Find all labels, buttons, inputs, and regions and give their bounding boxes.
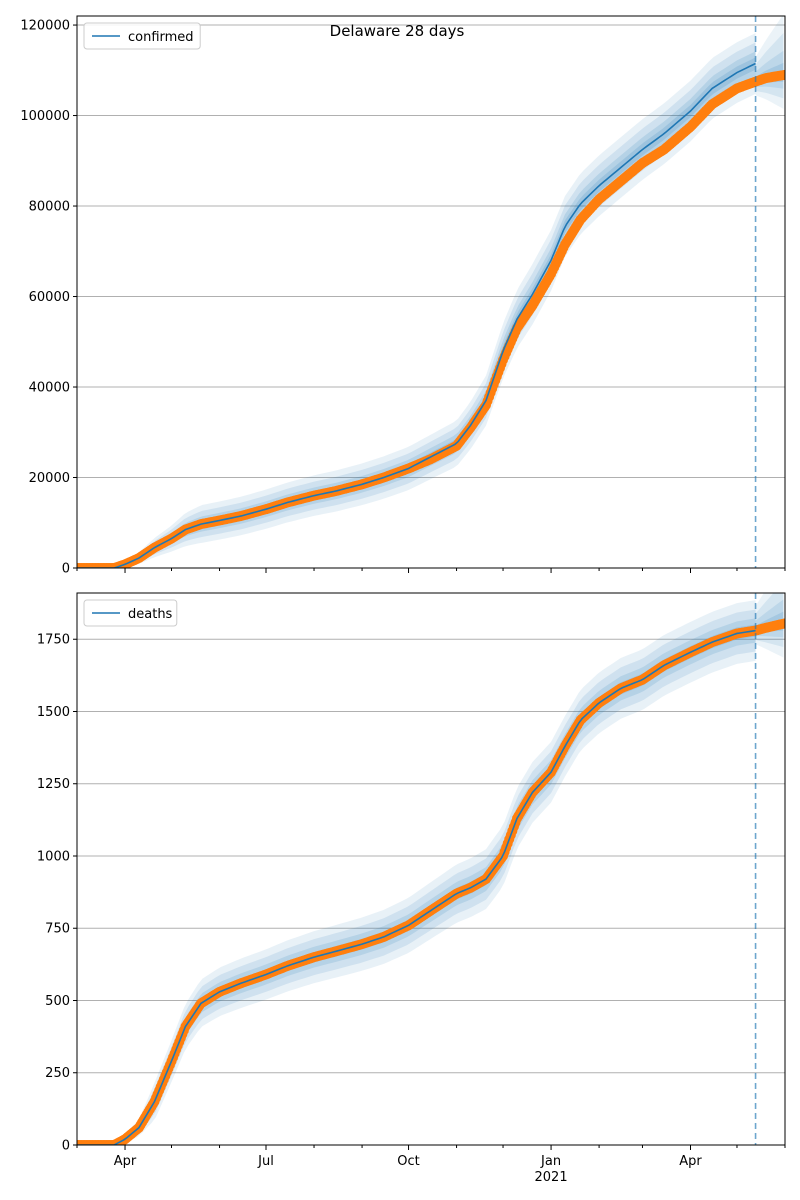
axes-frame [76,592,786,1146]
plot-area [77,593,785,1145]
y-tick-label: 1500 [37,705,70,720]
deaths-panel: 0 250 500 750 1000 1250 1500 1750 Apr Jul Oct Jan20… [37,592,786,1185]
forecast-uncertainty-band [755,16,784,109]
legend: confirmed [83,22,201,50]
y-tick-label: 120000 [20,19,70,34]
y-tick-label: 40000 [29,381,70,396]
y-tick-label: 20000 [29,471,70,486]
fit-uncertainty-band [77,624,756,1145]
fit-uncertainty-band [77,609,756,1145]
legend-label: confirmed [128,30,194,45]
confirmed-panel: 0 20000 40000 60000 80000 100000 120000 confirm… [20,15,786,577]
y-tick-label: 60000 [29,290,70,305]
y-tick-label: 500 [45,994,70,1009]
legend-box [83,22,201,50]
x-tick-label: Jan [540,1154,561,1169]
figure-title: Delaware 28 days [330,22,465,40]
y-tick-label: 1750 [37,633,70,648]
legend-box [83,599,178,627]
y-tick-label: 250 [45,1066,70,1081]
fit-uncertainty-band [77,42,756,568]
x-tick-year-label: 2021 [535,1170,568,1185]
y-tick-label: 0 [62,562,70,577]
x-tick-label: Apr [679,1154,702,1169]
legend: deaths [83,599,178,627]
legend-label: deaths [128,607,173,622]
y-tick-label: 0 [62,1139,70,1154]
fit-uncertainty-band [77,33,756,568]
x-tick-label: Jul [257,1154,274,1169]
x-tick-label: Oct [397,1154,419,1169]
axes-frame [76,15,786,569]
model-line-deaths [77,629,756,1145]
observed-point [780,69,785,80]
y-tick-label: 100000 [20,109,70,124]
plot-area [77,16,785,568]
fit-uncertainty-band [77,600,756,1145]
model-line-confirmed [77,62,756,568]
y-tick-label: 80000 [29,200,70,215]
y-tick-label: 750 [45,922,70,937]
observed-point [780,618,785,629]
y-tick-label: 1250 [37,777,70,792]
y-tick-label: 1000 [37,849,70,864]
x-tick-label: Apr [114,1154,137,1169]
